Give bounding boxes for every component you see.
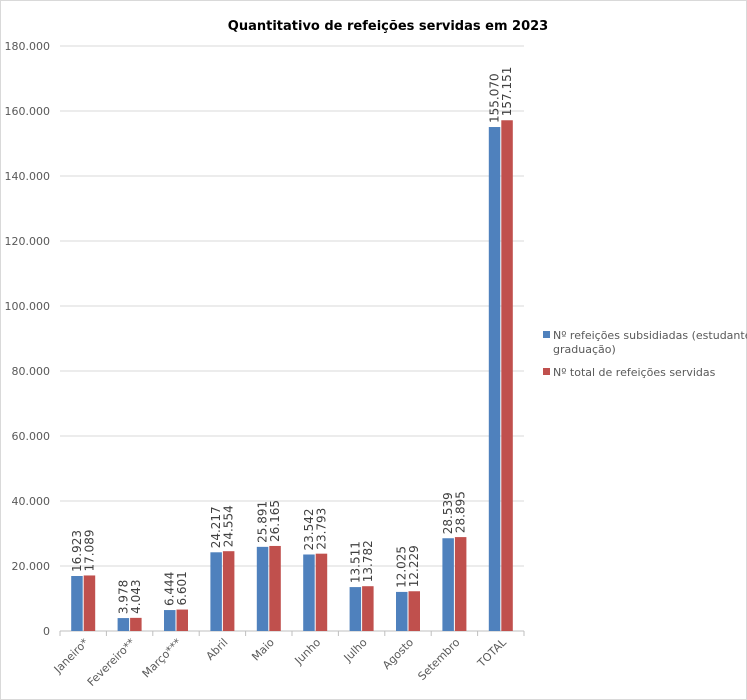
legend-label: graduação) [553,343,616,356]
y-tick-label: 140.000 [5,170,51,183]
data-label: 6.601 [175,571,189,605]
y-tick-label: 40.000 [12,495,51,508]
bar [349,587,362,631]
legend-swatch [543,368,550,375]
bar [501,120,513,631]
y-tick-label: 80.000 [12,365,51,378]
data-label: 16.923 [70,530,84,572]
bar [222,551,235,631]
data-label: 12.025 [395,546,409,588]
data-label: 6.444 [163,572,177,606]
data-label: 24.217 [209,506,223,548]
legend-label: Nº refeições subsidiadas (estudantes [553,329,747,342]
bar [442,538,454,631]
bar [210,552,222,631]
bar [256,546,269,631]
data-label: 28.895 [454,491,468,533]
bar [315,553,328,631]
bar [71,576,83,631]
category-label: Agosto [380,636,416,672]
category-label: Janeiro* [51,636,92,677]
legend-swatch [543,331,550,338]
bar [117,618,130,631]
category-label: Abril [204,636,231,663]
category-label: TOTAL [474,635,509,670]
data-label: 24.554 [222,505,236,547]
y-tick-label: 20.000 [12,560,51,573]
data-label: 23.542 [302,508,316,550]
category-label: Fevereiro** [85,636,138,689]
category-label: Março*** [140,636,185,681]
bar [454,537,467,631]
legend-label: Nº total de refeições servidas [553,366,716,379]
bar [488,127,501,632]
category-label: Setembro [415,636,462,683]
category-label: Julho [341,636,370,665]
y-tick-label: 100.000 [5,300,51,313]
data-label: 28.539 [441,492,455,534]
bar [176,609,188,631]
y-tick-label: 180.000 [5,40,51,53]
bar [303,554,315,631]
bar [396,591,408,631]
data-label: 17.089 [82,529,96,571]
data-label: 25.891 [256,501,270,543]
data-label: 3.978 [116,580,130,614]
bar [130,617,142,631]
bar [164,610,176,631]
bar [269,545,281,631]
chart-title: Quantitativo de refeições servidas em 20… [228,19,548,34]
y-tick-label: 120.000 [5,235,51,248]
bar [83,575,96,631]
bar [362,586,374,631]
bar [408,591,420,631]
y-tick-label: 60.000 [12,430,51,443]
data-label: 23.793 [314,508,328,550]
y-tick-label: 0 [43,625,50,638]
data-label: 155.070 [488,73,502,123]
category-label: Maio [249,636,277,664]
data-label: 12.229 [407,545,421,587]
category-label: Junho [292,636,324,668]
y-tick-label: 160.000 [5,105,51,118]
data-label: 26.165 [268,500,282,542]
data-label: 13.511 [348,541,362,583]
data-label: 157.151 [500,67,514,117]
data-label: 13.782 [361,540,375,582]
data-label: 4.043 [129,580,143,614]
